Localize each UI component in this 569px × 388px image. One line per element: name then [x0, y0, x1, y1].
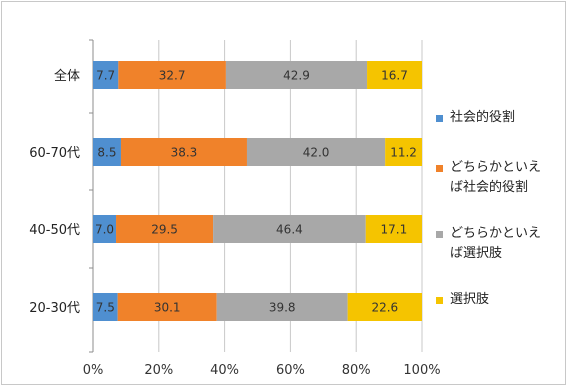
data-label: 16.7	[381, 69, 408, 83]
x-tick-label: 80%	[342, 363, 371, 378]
legend-label: 社会的役割	[450, 110, 516, 125]
data-label: 32.7	[159, 69, 186, 83]
bar-segment	[225, 61, 368, 89]
legend-label: ば社会的役割	[450, 180, 529, 195]
legend-swatch	[436, 115, 443, 122]
legend-label: 選択肢	[450, 292, 490, 307]
data-label: 8.5	[97, 146, 116, 160]
bar-segment	[347, 293, 422, 321]
legend-label: ば選択肢	[450, 246, 503, 261]
data-label: 30.1	[154, 301, 181, 315]
bar-segment	[120, 138, 247, 166]
x-tick-label: 20%	[144, 363, 173, 378]
legend-item: どちらかといえ ば選択肢	[436, 224, 564, 264]
category-label: 20-30代	[29, 301, 80, 316]
legend-swatch	[436, 165, 443, 172]
bar-segment	[116, 215, 214, 243]
bar-segment	[118, 61, 226, 89]
data-label: 42.9	[283, 69, 310, 83]
bar-segment	[93, 61, 119, 89]
data-label: 7.7	[96, 69, 115, 83]
legend-label: どちらかといえ	[450, 226, 542, 241]
bar-segment	[367, 61, 422, 89]
x-tick-label: 60%	[276, 363, 305, 378]
legend-item: 社会的役割	[436, 108, 564, 128]
data-label: 46.4	[276, 223, 303, 237]
x-tick-label: 40%	[210, 363, 239, 378]
data-label: 22.6	[371, 301, 398, 315]
bar-segment	[216, 293, 348, 321]
legend-swatch	[436, 297, 443, 304]
category-label: 全体	[54, 68, 80, 84]
legend-label: どちらかといえ	[450, 160, 542, 175]
data-label: 29.5	[151, 223, 178, 237]
bar-segment	[365, 215, 422, 243]
data-label: 38.3	[171, 146, 198, 160]
legend: 社会的役割 どちらかといえ ば社会的役割 どちらかといえ ば選択肢 選択肢	[436, 108, 564, 310]
legend-item: 選択肢	[436, 290, 564, 310]
data-label: 17.1	[381, 223, 408, 237]
data-label: 42.0	[303, 146, 330, 160]
legend-item: どちらかといえ ば社会的役割	[436, 158, 564, 198]
category-label: 60-70代	[29, 146, 80, 161]
bar-segment	[117, 293, 217, 321]
bar-segment	[93, 293, 118, 321]
x-tick-label: 0%	[83, 363, 104, 378]
bar-segment	[246, 138, 386, 166]
data-label: 7.5	[96, 301, 115, 315]
legend-swatch	[436, 231, 443, 238]
bar-segment	[213, 215, 366, 243]
bar-segment	[385, 138, 422, 166]
data-label: 39.8	[269, 301, 296, 315]
bar-segment	[93, 138, 121, 166]
category-label: 40-50代	[29, 223, 80, 238]
data-label: 7.0	[95, 223, 114, 237]
x-tick-label: 100%	[403, 363, 440, 378]
data-label: 11.2	[390, 146, 417, 160]
bar-segment	[93, 215, 117, 243]
